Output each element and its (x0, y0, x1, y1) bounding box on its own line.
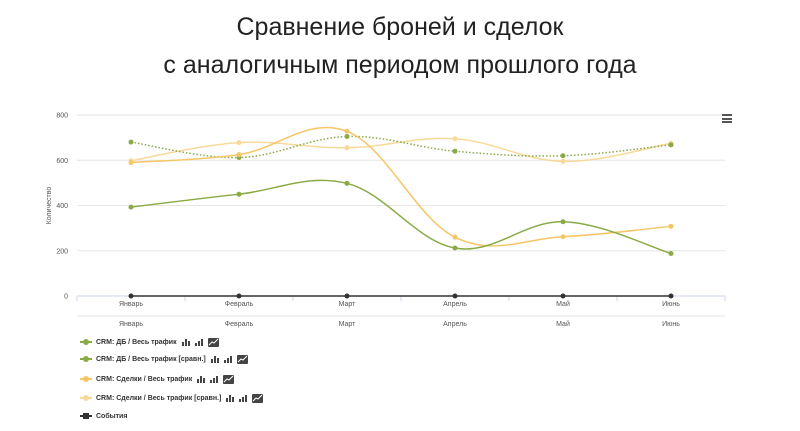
legend-label: События (96, 412, 128, 420)
legend-item[interactable]: CRM: ДБ / Весь трафик (80, 335, 219, 349)
bar-icon[interactable] (181, 338, 190, 346)
data-point-series-2[interactable] (668, 142, 674, 148)
data-point-series-2[interactable] (344, 133, 350, 139)
bar-icon[interactable] (197, 375, 206, 383)
legend-label: CRM: Сделки / Весь трафик [сравн.] (96, 394, 222, 402)
data-point-series-3[interactable] (560, 234, 566, 240)
legend-dot-symbol (80, 337, 92, 347)
area-icon[interactable] (252, 393, 264, 403)
x-tick-label: Май (556, 300, 570, 308)
x-tick-label-secondary: Апрель (443, 321, 467, 328)
column-icon[interactable] (239, 394, 248, 402)
y-tick-label: 400 (56, 203, 68, 210)
data-point-series-4[interactable] (452, 136, 458, 142)
data-point-series-2[interactable] (128, 139, 134, 145)
x-tick-label-secondary: Январь (119, 321, 143, 328)
data-point-series-5[interactable] (236, 293, 242, 299)
legend-dot-symbol (80, 393, 92, 403)
series-line-1 (130, 179, 672, 255)
series-line-2 (130, 135, 672, 159)
data-point-series-1[interactable] (560, 219, 566, 225)
data-point-series-5[interactable] (344, 293, 350, 299)
data-point-series-2[interactable] (560, 153, 566, 159)
x-tick-label-secondary: Май (556, 320, 570, 328)
chart-title-line-2: с аналогичным периодом прошлого года (163, 51, 637, 79)
column-icon[interactable] (210, 375, 219, 383)
chart-title: Сравнение броней и сделок с аналогичным … (0, 8, 800, 84)
data-point-series-5[interactable] (668, 293, 674, 299)
y-tick-label: 600 (56, 158, 68, 165)
data-point-series-2[interactable] (452, 148, 458, 154)
x-tick-label: Январь (119, 301, 143, 308)
x-tick-label-secondary: Июнь (662, 321, 680, 328)
data-point-series-3[interactable] (668, 223, 674, 229)
data-point-series-5[interactable] (128, 293, 134, 299)
legend-item[interactable]: CRM: ДБ / Весь трафик [сравн.] (80, 352, 248, 366)
data-point-series-3[interactable] (128, 160, 134, 166)
x-tick-label-secondary: Март (339, 321, 357, 328)
area-icon[interactable] (236, 354, 248, 364)
hamburger-icon[interactable] (722, 114, 732, 124)
data-point-series-4[interactable] (236, 140, 242, 146)
chart-title-line-1: Сравнение броней и сделок (236, 13, 564, 41)
series-line-3 (130, 126, 672, 247)
column-icon[interactable] (194, 338, 203, 346)
legend-square-symbol (80, 411, 92, 421)
y-tick-label: 0 (64, 294, 68, 301)
data-point-series-5[interactable] (560, 293, 566, 299)
legend-dot-symbol (80, 374, 92, 384)
bar-icon[interactable] (226, 394, 235, 402)
x-tick-label: Апрель (443, 301, 467, 308)
legend-label: CRM: Сделки / Весь трафик (96, 375, 193, 383)
data-point-series-3[interactable] (236, 152, 242, 158)
area-icon[interactable] (207, 337, 219, 347)
legend-item[interactable]: CRM: Сделки / Весь трафик (80, 372, 235, 386)
data-point-series-1[interactable] (236, 191, 242, 197)
data-point-series-1[interactable] (128, 204, 134, 210)
y-tick-label: 800 (56, 113, 68, 120)
legend-dot-symbol (80, 354, 92, 364)
data-point-series-1[interactable] (344, 180, 350, 186)
legend-label: CRM: ДБ / Весь трафик (96, 338, 177, 346)
data-point-series-3[interactable] (452, 234, 458, 240)
x-tick-label-secondary: Февраль (225, 321, 254, 328)
data-point-series-4[interactable] (560, 158, 566, 164)
data-point-series-1[interactable] (668, 250, 674, 256)
legend-item[interactable]: CRM: Сделки / Весь трафик [сравн.] (80, 391, 264, 405)
data-point-series-1[interactable] (452, 245, 458, 251)
data-point-series-5[interactable] (452, 293, 458, 299)
x-tick-label: Март (339, 301, 357, 308)
x-tick-label: Февраль (225, 301, 254, 308)
y-tick-label: 200 (56, 248, 68, 255)
area-icon[interactable] (223, 374, 235, 384)
x-tick-label: Июнь (662, 301, 680, 308)
bar-icon[interactable] (210, 355, 219, 363)
column-icon[interactable] (223, 355, 232, 363)
data-point-series-4[interactable] (344, 145, 350, 151)
data-point-series-3[interactable] (344, 128, 350, 134)
legend-label: CRM: ДБ / Весь трафик [сравн.] (96, 355, 206, 363)
y-axis-label: Количество (46, 187, 53, 225)
legend-item[interactable]: События (80, 409, 127, 423)
